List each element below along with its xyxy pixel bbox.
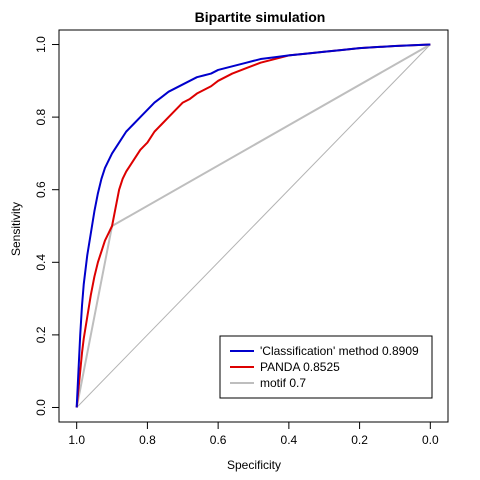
legend-label: PANDA 0.8525 <box>260 360 340 374</box>
legend-box <box>219 335 433 399</box>
x-tick-label: 0.6 <box>210 433 227 447</box>
reference-line <box>76 44 431 408</box>
y-tick-label: 0.2 <box>34 326 48 343</box>
y-tick-label: 0.4 <box>34 254 48 271</box>
x-tick-label: 0.2 <box>351 433 368 447</box>
y-tick-label: 1.0 <box>34 36 48 53</box>
x-tick-label: 0.0 <box>422 433 439 447</box>
legend-label: 'Classification' method 0.8909 <box>260 344 419 358</box>
legend-label: motif 0.7 <box>260 376 306 390</box>
y-tick-label: 0.8 <box>34 108 48 125</box>
x-tick-label: 0.4 <box>281 433 298 447</box>
x-tick-label: 0.8 <box>139 433 156 447</box>
y-tick-label: 0.0 <box>34 399 48 416</box>
y-tick-label: 0.6 <box>34 181 48 198</box>
legend: 'Classification' method 0.8909 PANDA 0.85… <box>219 335 433 399</box>
y-axis-label: Sensitivity <box>9 202 23 256</box>
chart-title: Bipartite simulation <box>195 9 326 25</box>
x-tick-label: 1.0 <box>68 433 85 447</box>
x-axis: 1.0 0.8 0.6 0.4 0.2 0.0 <box>68 421 439 447</box>
y-axis: 0.0 0.2 0.4 0.6 0.8 1.0 <box>34 36 60 416</box>
x-axis-label: Specificity <box>227 458 281 472</box>
series-line-1 <box>75 43 431 408</box>
